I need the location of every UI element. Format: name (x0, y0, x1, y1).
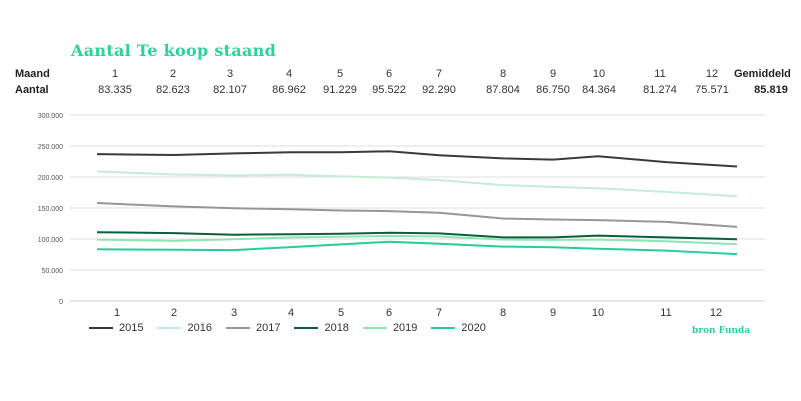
month-cell: 12 (705, 68, 719, 80)
y-tick-label: 300.000 (38, 113, 63, 120)
month-cell: 6 (385, 68, 393, 80)
x-tick-label: 3 (231, 307, 237, 319)
x-tick-label: 6 (386, 307, 392, 319)
y-tick-label: 50.000 (42, 268, 64, 275)
month-cell: 2 (169, 68, 177, 80)
y-tick-label: 250.000 (38, 144, 63, 151)
x-tick-label: 9 (550, 307, 556, 319)
count-cell: 82.623 (156, 84, 190, 96)
series-line-2015 (96, 150, 738, 168)
count-cell: 75.571 (695, 84, 729, 96)
month-cell: 4 (285, 68, 293, 80)
legend-item-2020: 2020 (431, 322, 493, 334)
series-line-2019 (96, 234, 738, 246)
y-tick-label: 150.000 (38, 206, 63, 213)
count-cell: 86.750 (536, 84, 570, 96)
x-tick-label: 11 (660, 307, 671, 319)
count-cell: 95.522 (372, 84, 406, 96)
count-row-label: Aantal (15, 84, 49, 96)
month-cell: 8 (499, 68, 507, 80)
month-row-label: Maand (15, 68, 50, 80)
chart-title: Aantal Te koop staand (71, 41, 277, 60)
x-tick-label: 2 (171, 307, 177, 319)
source-note: bron Funda (692, 326, 751, 336)
y-tick-label: 0 (59, 299, 63, 306)
month-cell: 7 (435, 68, 443, 80)
legend-item-2019: 2019 (362, 322, 425, 334)
legend-item-2015: 2015 (89, 322, 151, 334)
average-value: 85.819 (754, 84, 788, 96)
count-cell: 91.229 (323, 84, 357, 96)
count-cell: 86.962 (272, 84, 306, 96)
average-header: Gemiddeld (734, 68, 791, 80)
x-tick-label: 8 (500, 307, 506, 319)
series-line-2016 (96, 170, 738, 198)
legend-swatch (294, 327, 319, 329)
count-cell: 83.335 (98, 84, 132, 96)
x-tick-label: 7 (436, 307, 442, 319)
legend-item-2016: 2016 (157, 322, 219, 334)
count-cell: 84.364 (582, 84, 616, 96)
legend-label: 2019 (392, 322, 418, 334)
legend-swatch (89, 327, 113, 329)
month-cell: 9 (549, 68, 557, 80)
x-tick-label: 5 (338, 307, 344, 319)
legend-swatch (157, 327, 182, 329)
legend: 2015 2016 2017 2018 2019 2020 (89, 322, 500, 334)
legend-label: 2017 (255, 322, 281, 334)
series-line-2020 (96, 240, 738, 256)
month-cell: 11 (654, 68, 666, 80)
legend-label: 2018 (324, 322, 349, 334)
x-tick-label: 1 (114, 307, 120, 319)
legend-item-2018: 2018 (294, 322, 356, 334)
x-tick-label: 4 (288, 307, 294, 319)
count-cell: 92.290 (422, 84, 456, 96)
legend-label: 2015 (119, 322, 144, 334)
y-tick-label: 100.000 (38, 237, 63, 244)
x-tick-label: 12 (710, 307, 722, 319)
month-cell: 5 (336, 68, 344, 80)
legend-label: 2020 (461, 322, 486, 334)
series-line-2017 (96, 202, 738, 228)
month-cell: 1 (111, 68, 119, 80)
legend-swatch (225, 327, 250, 329)
legend-swatch (431, 327, 456, 329)
legend-swatch (362, 327, 387, 329)
series-line-2018 (96, 231, 738, 241)
y-tick-label: 200.000 (38, 175, 63, 182)
legend-label: 2016 (187, 322, 212, 334)
legend-item-2017: 2017 (225, 322, 288, 334)
count-cell: 81.274 (643, 84, 677, 96)
x-tick-label: 10 (592, 307, 604, 319)
count-cell: 82.107 (213, 84, 247, 96)
count-cell: 87.804 (486, 84, 520, 96)
month-cell: 10 (592, 68, 606, 80)
month-cell: 3 (226, 68, 234, 80)
